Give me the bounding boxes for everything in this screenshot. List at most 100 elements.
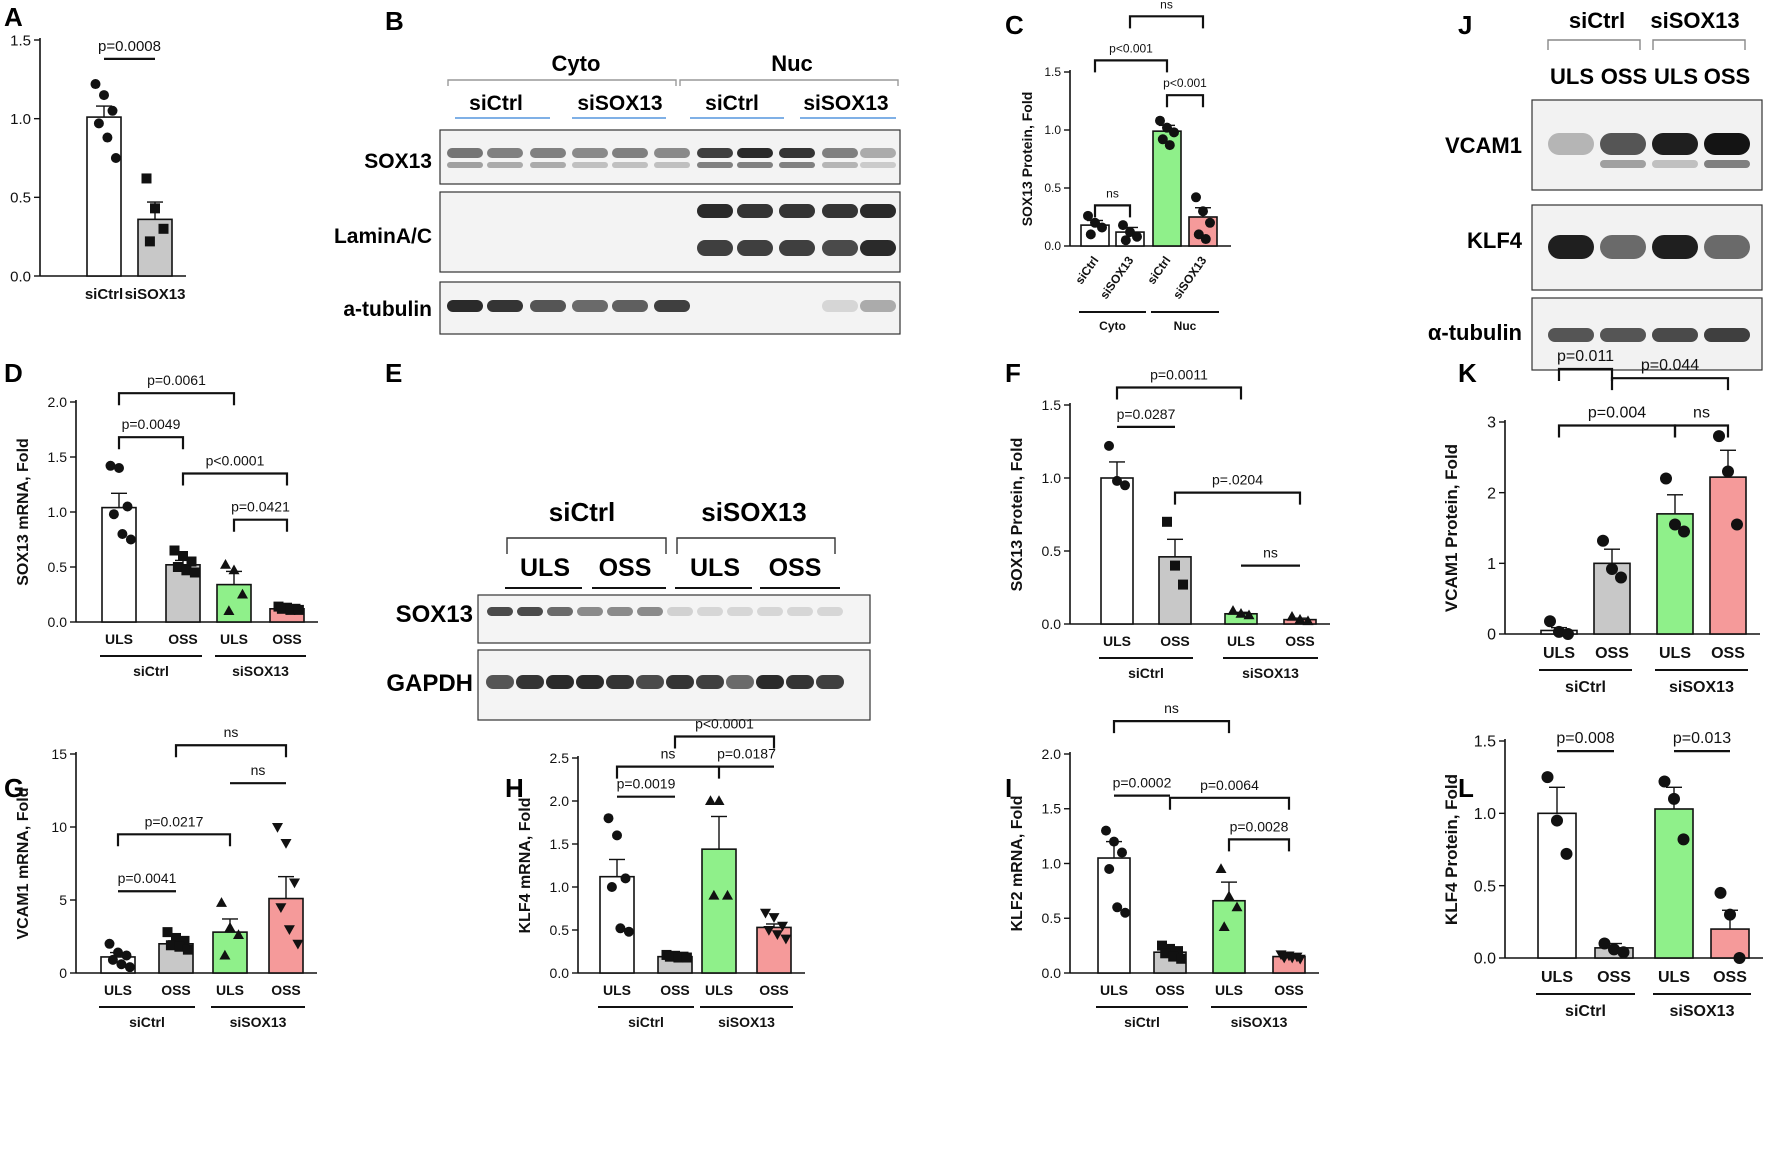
chart-i-ytick-label-3: 1.5: [1042, 801, 1062, 817]
chart-d-annot-line-0: [117, 436, 185, 450]
chart-h-point-3-4: [771, 930, 783, 941]
bands-j-band-1-2: [1652, 160, 1698, 168]
chart-k: 0 1 2 3 VCAM1 Protein, Fold ULS OSS ULS OSS siCtr…: [1442, 348, 1760, 696]
chart-d-point-1-2: [186, 556, 197, 567]
blot-b-strip-lamin: [439, 191, 901, 273]
blot-b-bands: [447, 148, 896, 312]
chart-d-point-3-3: [276, 603, 287, 614]
chart-d-point-1-3: [172, 562, 183, 572]
chart-f-point-1-0: [1162, 516, 1172, 527]
chart-l-bar-2: [1654, 808, 1694, 959]
blot-e-row-sox13: SOX13: [396, 601, 473, 628]
chart-i-group-label-0: siCtrl: [1124, 1014, 1160, 1030]
chart-g-xtick-3: OSS: [271, 982, 301, 998]
chart-h-ylabel: KLF4 mRNA, Fold: [517, 798, 534, 934]
chart-a-ytick-label-0: 0.0: [10, 268, 31, 285]
chart-h-point-0-5: [623, 926, 634, 937]
chart-a-point-1-0: [141, 173, 152, 184]
chart-h-annot-text-2: p=0.0187: [717, 746, 776, 762]
bands-b-band-3-6: [697, 240, 733, 256]
bands-b-band-4-5: [654, 300, 690, 312]
chart-g-point-2-2: [233, 929, 244, 940]
chart-h-point-0-1: [612, 830, 622, 841]
bands-b-band-0-7: [737, 148, 773, 158]
bands-b-band-1-5: [654, 162, 690, 168]
chart-d-annot-text-3: p=0.0421: [231, 499, 290, 515]
chart-a-point-0-2: [107, 105, 118, 116]
chart-k-point-0-2: [1562, 628, 1574, 640]
chart-i-group-label-1: siSOX13: [1231, 1014, 1288, 1030]
chart-f-point-1-2: [1178, 579, 1188, 590]
chart-h-point-0-2: [620, 873, 631, 884]
chart-d-bar-2: [216, 583, 252, 623]
chart-k-annot-line-2: [1557, 424, 1677, 438]
chart-g-point-3-2: [289, 878, 300, 889]
chart-g-xtick-1: OSS: [161, 982, 191, 998]
blot-b-sub-4: siSOX13: [803, 92, 888, 115]
bands-j-band-3-2: [1652, 328, 1698, 342]
chart-d-group-label-1: siSOX13: [232, 663, 289, 679]
chart-f-xtick-0: ULS: [1103, 633, 1131, 649]
chart-i-point-0-0: [1101, 825, 1111, 836]
chart-f-annot-text-2: p=.0204: [1212, 472, 1263, 488]
bands-b-band-1-4: [612, 162, 648, 168]
blot-j-row-vcam1: VCAM1: [1445, 133, 1522, 158]
chart-c-point-3-4: [1200, 234, 1211, 245]
chart-k-group-label-1: siSOX13: [1669, 679, 1734, 696]
chart-h-point-1-5: [681, 952, 692, 963]
blot-b-group-cyto: Cyto: [552, 51, 601, 76]
chart-a-ytick-label-1: 0.5: [10, 190, 31, 207]
chart-f-point-3-1: [1294, 613, 1306, 624]
blot-j-row-tubulin: α-tubulin: [1428, 320, 1522, 345]
chart-g-ytick-label-0: 0: [59, 965, 67, 981]
blot-j-bands: [1548, 133, 1750, 342]
chart-g-group-label-1: siSOX13: [230, 1014, 287, 1030]
panel-label-b: B: [385, 6, 404, 36]
chart-h-annot-text-3: p<0.0001: [695, 716, 754, 732]
chart-h: 0.0 0.5 1.0 1.5 2.0 2.5 KLF4 mRNA, Fold ULS OSS U…: [517, 716, 805, 1030]
bands-b-band-2-8: [779, 204, 815, 218]
bands-b-band-3-10: [860, 240, 896, 256]
blot-e-bracket-2: [676, 537, 836, 554]
bands-b-band-2-9: [822, 204, 858, 218]
chart-c-xtick-0: siCtrl: [1072, 254, 1101, 287]
chart-i-point-0-5: [1120, 907, 1131, 918]
chart-c-group-label-1: Nuc: [1174, 319, 1197, 333]
chart-c-annot-line-0: [1093, 204, 1132, 218]
chart-i-ytick-label-2: 1.0: [1042, 855, 1062, 871]
chart-c-point-3-0: [1191, 192, 1201, 203]
chart-c-point-2-4: [1164, 140, 1175, 151]
chart-k-ytick-label-3: 3: [1487, 415, 1496, 432]
chart-k-point-2-1: [1669, 518, 1681, 531]
chart-i-annot-text-2: p=0.0064: [1200, 777, 1259, 793]
chart-l-xtick-2: ULS: [1658, 969, 1690, 986]
chart-l: 0.0 0.5 1.0 1.5 KLF4 Protein, Fold ULS OSS ULS O…: [1442, 730, 1763, 1020]
chart-f-group-label-1: siSOX13: [1242, 665, 1299, 681]
chart-h-point-3-2: [777, 921, 788, 932]
panel-label-e: E: [385, 358, 402, 388]
chart-i-point-2-2: [1231, 901, 1243, 912]
chart-h-group-label-1: siSOX13: [718, 1014, 775, 1030]
blot-e-row-gapdh: GAPDH: [386, 670, 473, 697]
chart-c-point-1-3: [1120, 235, 1131, 246]
chart-i-annot-text-0: p=0.0002: [1113, 775, 1172, 791]
bands-b-band-1-9: [822, 162, 858, 168]
chart-i-point-2-0: [1215, 863, 1227, 873]
chart-c-xtick-3: siSOX13: [1170, 253, 1210, 301]
chart-f-point-2-1: [1235, 608, 1247, 618]
bands-j-band-3-3: [1704, 328, 1750, 342]
chart-d: 0.0 0.5 1.0 1.5 2.0 SOX13 mRNA, Fold ULS OSS ULS…: [15, 372, 318, 679]
chart-l-point-3-1: [1724, 908, 1736, 921]
chart-k-xtick-0: ULS: [1543, 645, 1575, 662]
chart-h-annot-line-1: [615, 765, 721, 779]
chart-c-ylabel: SOX13 Protein, Fold: [1019, 92, 1035, 227]
chart-g-point-3-3: [275, 903, 287, 914]
chart-h-point-2-1: [713, 795, 725, 805]
blot-b-group-nuc: Nuc: [771, 51, 813, 76]
chart-g-point-0-2: [121, 950, 132, 961]
chart-g-point-3-4: [283, 925, 295, 935]
chart-g-point-2-3: [219, 949, 231, 960]
bands-j-band-3-1: [1600, 328, 1646, 342]
chart-g-point-2-0: [216, 897, 227, 907]
chart-g-annot-line-1: [116, 833, 232, 847]
